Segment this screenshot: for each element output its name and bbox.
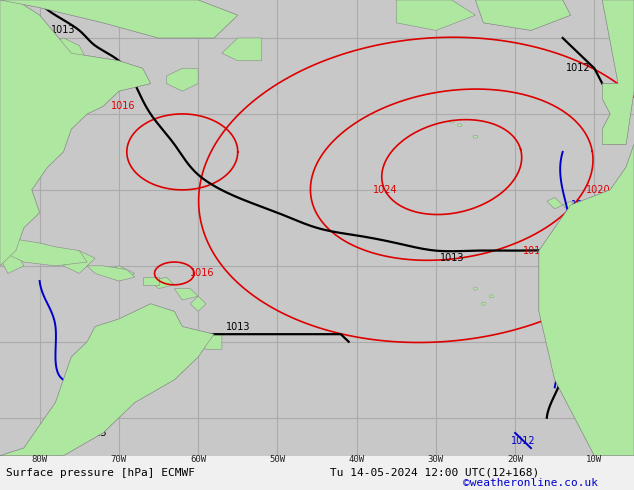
Polygon shape xyxy=(602,357,634,456)
Text: 1016: 1016 xyxy=(111,101,136,111)
Polygon shape xyxy=(602,0,634,144)
Ellipse shape xyxy=(473,135,478,138)
Ellipse shape xyxy=(457,124,462,127)
Polygon shape xyxy=(0,251,23,273)
Polygon shape xyxy=(547,197,563,209)
Polygon shape xyxy=(103,266,134,281)
Polygon shape xyxy=(166,69,198,91)
Polygon shape xyxy=(0,0,150,266)
Text: ©weatheronline.co.uk: ©weatheronline.co.uk xyxy=(463,478,598,488)
Polygon shape xyxy=(0,0,150,266)
Polygon shape xyxy=(0,0,238,38)
Ellipse shape xyxy=(489,294,493,298)
Text: 40W: 40W xyxy=(349,455,365,464)
Text: 1013: 1013 xyxy=(51,25,75,35)
Polygon shape xyxy=(222,38,261,61)
Text: 10W: 10W xyxy=(586,455,602,464)
Text: 1008: 1008 xyxy=(571,200,595,210)
Polygon shape xyxy=(539,144,634,456)
Polygon shape xyxy=(0,304,214,456)
Polygon shape xyxy=(63,251,95,273)
Polygon shape xyxy=(396,0,476,30)
Text: 70W: 70W xyxy=(111,455,127,464)
Text: 80W: 80W xyxy=(32,455,48,464)
Polygon shape xyxy=(143,326,183,342)
Polygon shape xyxy=(174,289,198,300)
Polygon shape xyxy=(563,201,578,213)
Text: 1012: 1012 xyxy=(566,63,591,74)
Polygon shape xyxy=(476,0,571,30)
Polygon shape xyxy=(143,277,158,285)
Polygon shape xyxy=(476,0,571,30)
Text: 1012: 1012 xyxy=(511,436,535,445)
Polygon shape xyxy=(87,61,127,91)
Text: 1013: 1013 xyxy=(83,428,107,438)
Text: Surface pressure [hPa] ECMWF: Surface pressure [hPa] ECMWF xyxy=(6,468,195,478)
Polygon shape xyxy=(539,144,634,456)
Text: 1016: 1016 xyxy=(523,245,548,256)
Text: 1013: 1013 xyxy=(226,321,250,332)
Polygon shape xyxy=(0,304,214,456)
Polygon shape xyxy=(602,0,634,144)
Text: 1013: 1013 xyxy=(83,382,107,392)
Polygon shape xyxy=(0,239,87,266)
Text: Tu 14-05-2024 12:00 UTC(12+168): Tu 14-05-2024 12:00 UTC(12+168) xyxy=(330,468,539,478)
Text: 1008: 1008 xyxy=(578,321,603,332)
Polygon shape xyxy=(48,38,87,69)
Text: 1020: 1020 xyxy=(586,185,611,195)
Text: 1013: 1013 xyxy=(439,253,464,263)
Polygon shape xyxy=(190,296,206,312)
Text: 1013: 1013 xyxy=(83,405,107,415)
Ellipse shape xyxy=(450,120,454,123)
Text: 1024: 1024 xyxy=(372,185,397,195)
Ellipse shape xyxy=(474,287,477,290)
Polygon shape xyxy=(87,266,134,281)
Text: 1016: 1016 xyxy=(190,269,215,278)
Ellipse shape xyxy=(481,302,486,305)
Text: 30W: 30W xyxy=(428,455,444,464)
Polygon shape xyxy=(150,277,174,289)
Polygon shape xyxy=(198,334,222,349)
Text: 60W: 60W xyxy=(190,455,206,464)
Polygon shape xyxy=(0,0,238,38)
Text: 50W: 50W xyxy=(269,455,285,464)
Text: 20W: 20W xyxy=(507,455,523,464)
